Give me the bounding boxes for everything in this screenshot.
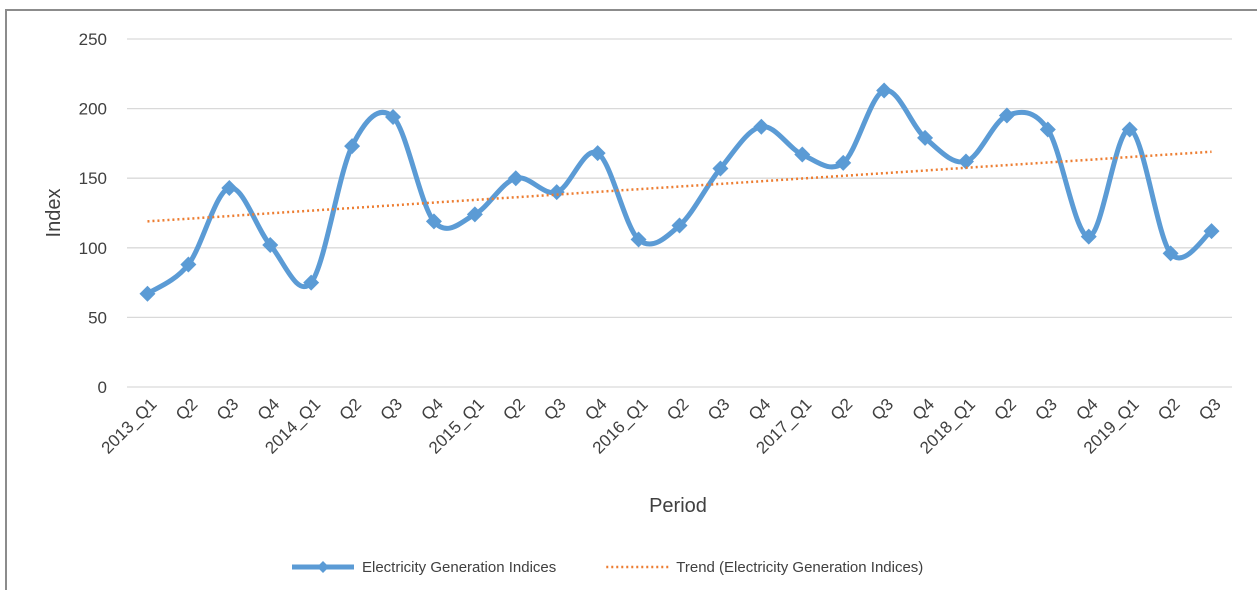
data-marker bbox=[712, 160, 729, 177]
x-tick-label: Q3 bbox=[868, 395, 897, 424]
x-tick-label: Q4 bbox=[254, 395, 283, 424]
y-tick-label: 250 bbox=[79, 30, 107, 49]
x-tick-label: 2013_Q1 bbox=[98, 395, 161, 458]
x-tick-label: Q2 bbox=[663, 395, 692, 424]
x-tick-label: Q4 bbox=[418, 395, 447, 424]
data-marker bbox=[425, 213, 442, 230]
y-tick-label: 150 bbox=[79, 169, 107, 188]
data-marker bbox=[917, 129, 934, 146]
y-axis-title: Index bbox=[43, 189, 65, 238]
trend-line bbox=[147, 150, 1212, 223]
data-marker bbox=[507, 170, 524, 187]
data-marker bbox=[998, 107, 1015, 124]
x-tick-label: Q2 bbox=[499, 395, 528, 424]
x-tick-label: Q3 bbox=[1031, 395, 1060, 424]
data-marker bbox=[1080, 228, 1097, 245]
data-marker bbox=[630, 231, 647, 248]
data-marker bbox=[1039, 121, 1056, 138]
data-marker bbox=[385, 108, 402, 125]
x-tick-label: Q2 bbox=[172, 395, 201, 424]
x-tick-label: Q2 bbox=[1154, 395, 1183, 424]
data-marker bbox=[262, 237, 279, 254]
y-tick-label: 200 bbox=[79, 100, 107, 119]
x-tick-label: Q3 bbox=[704, 395, 733, 424]
data-marker bbox=[180, 256, 197, 273]
data-line bbox=[146, 87, 1214, 296]
y-tick-label: 100 bbox=[79, 239, 107, 258]
x-tick-label: Q3 bbox=[1195, 395, 1224, 424]
x-axis-title: Period bbox=[649, 495, 707, 517]
x-tick-label: Q4 bbox=[581, 395, 610, 424]
data-marker bbox=[1162, 245, 1179, 262]
x-tick-label: Q3 bbox=[540, 395, 569, 424]
legend-label: Trend (Electricity Generation Indices) bbox=[676, 559, 923, 576]
data-marker bbox=[794, 146, 811, 163]
x-tick-label: Q2 bbox=[991, 395, 1020, 424]
x-tick-label: Q4 bbox=[1072, 395, 1101, 424]
data-marker bbox=[221, 179, 238, 196]
y-tick-label: 50 bbox=[88, 308, 107, 327]
legend-marker bbox=[317, 561, 329, 573]
data-marker bbox=[957, 153, 974, 170]
data-marker bbox=[466, 206, 483, 223]
y-tick-label: 0 bbox=[98, 378, 107, 397]
data-marker bbox=[876, 82, 893, 99]
x-tick-label: Q3 bbox=[213, 395, 242, 424]
chart-border bbox=[5, 9, 1257, 595]
data-marker bbox=[589, 145, 606, 162]
x-tick-label: Q2 bbox=[336, 395, 365, 424]
data-marker bbox=[1203, 223, 1220, 240]
legend-label: Electricity Generation Indices bbox=[362, 559, 556, 576]
data-marker bbox=[303, 274, 320, 291]
data-marker bbox=[139, 285, 156, 302]
data-marker bbox=[344, 138, 361, 155]
x-tick-label: Q4 bbox=[745, 395, 774, 424]
data-marker bbox=[1121, 121, 1138, 138]
data-marker bbox=[835, 154, 852, 171]
legend: Electricity Generation Indices Trend (Ele… bbox=[292, 559, 923, 576]
x-tick-label: Q3 bbox=[377, 395, 406, 424]
data-marker bbox=[753, 118, 770, 135]
data-marker bbox=[671, 217, 688, 234]
x-tick-label: Q2 bbox=[827, 395, 856, 424]
x-tick-label: Q4 bbox=[909, 395, 938, 424]
